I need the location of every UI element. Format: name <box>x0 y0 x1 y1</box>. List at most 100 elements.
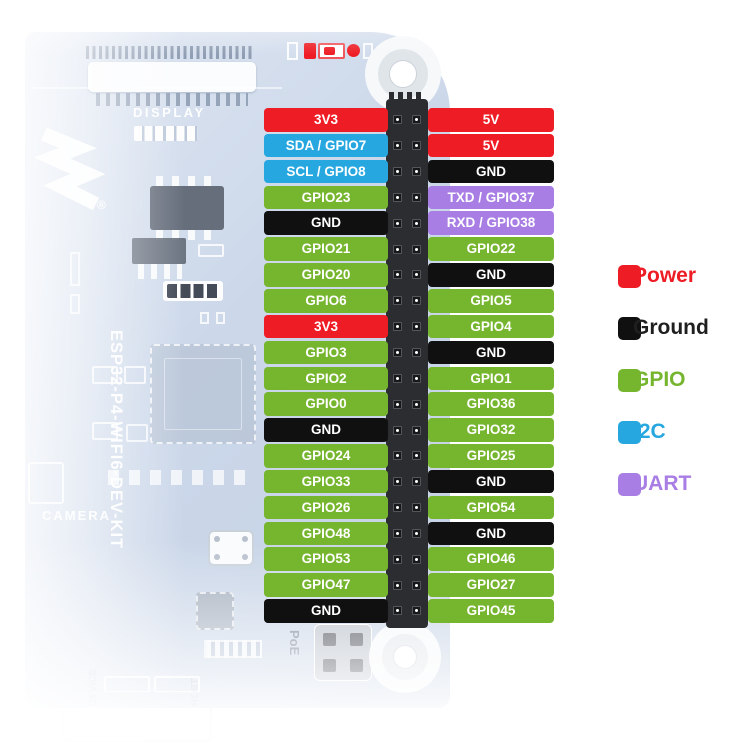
header-pin-row17-b <box>412 528 421 538</box>
header-pin-row4-a <box>393 192 402 202</box>
pin-left-row16-gpio: GPIO26 <box>264 495 388 520</box>
header-pin-row3-b <box>412 167 421 176</box>
pin-left-row15-gpio: GPIO33 <box>264 469 388 494</box>
header-pin-row16-a <box>393 503 402 513</box>
chip-legs <box>156 230 218 240</box>
header-pin-row10-a <box>393 347 402 357</box>
header-pin-row20-b <box>412 606 421 616</box>
pin-left-row12-gpio: GPIO0 <box>264 392 388 416</box>
legend-swatch-power <box>618 264 641 288</box>
pin-right-row14-gpio: GPIO25 <box>428 444 554 468</box>
jumper-pads <box>104 676 150 693</box>
pin-left-row4-gpio: GPIO23 <box>264 185 388 210</box>
header-pin-row15-a <box>393 477 402 487</box>
header-pin-row4-b <box>412 192 421 202</box>
pin-left-row7-gpio: GPIO20 <box>264 263 388 287</box>
solder-pad <box>92 366 118 384</box>
pin-right-row5-uart: RXD / GPIO38 <box>428 211 554 235</box>
pin-left-row9-power: 3V3 <box>264 314 388 339</box>
pin-left-row5-ground: GND <box>264 211 388 235</box>
pin-left-row6-gpio: GPIO21 <box>264 237 388 261</box>
legend-label-i2c: I2C <box>633 420 666 443</box>
regulator-chip <box>132 238 186 264</box>
pin-right-row13-gpio: GPIO32 <box>428 418 554 442</box>
solder-pad <box>126 424 148 442</box>
chip-legs <box>156 176 218 186</box>
camera-connector <box>28 462 64 504</box>
silkscreen-line <box>30 87 282 89</box>
header-pin-row8-a <box>393 296 402 306</box>
switch-pad <box>287 42 298 60</box>
chip-legs <box>138 264 182 279</box>
pin-header-top-pins <box>389 92 425 99</box>
camera-silkscreen-label: CAMERA <box>42 508 112 523</box>
pin-right-row11-gpio: GPIO1 <box>428 366 554 391</box>
header-pin-row16-b <box>412 503 421 513</box>
header-pin-row1-b <box>412 115 421 125</box>
header-pin-row5-b <box>412 218 421 228</box>
pin-left-row1-power: 3V3 <box>264 108 388 132</box>
header-pin-row15-b <box>412 477 421 487</box>
pin-right-row3-ground: GND <box>428 159 554 184</box>
through-hole-pin-row <box>86 46 254 59</box>
solder-pad-row <box>204 640 262 658</box>
header-pin-row13-a <box>393 425 402 435</box>
legend-label-power: Power <box>633 264 697 287</box>
solder-pad <box>70 294 80 314</box>
header-pin-row14-b <box>412 451 421 461</box>
red-component <box>304 43 316 59</box>
header-pin-row5-a <box>393 218 402 228</box>
solder-pad <box>70 252 80 286</box>
pin-left-row8-gpio: GPIO6 <box>264 288 388 313</box>
gpio-pin-header <box>386 99 428 628</box>
pin-left-row18-gpio: GPIO53 <box>264 547 388 572</box>
display-silkscreen-label: DISPLAY <box>133 105 206 120</box>
display-solder-pads <box>134 126 198 141</box>
legend-label-uart: UART <box>633 472 692 495</box>
header-pin-row6-b <box>412 244 421 254</box>
legend-swatch-ground <box>618 316 641 340</box>
pin-left-row19-gpio: GPIO47 <box>264 573 388 597</box>
header-pin-row6-a <box>393 244 402 254</box>
pin-right-row18-gpio: GPIO46 <box>428 547 554 572</box>
solder-pad <box>124 366 146 384</box>
legend-swatch-i2c <box>618 420 641 444</box>
pin-right-row1-power: 5V <box>428 108 554 132</box>
pin-right-row19-gpio: GPIO27 <box>428 573 554 597</box>
header-pin-row9-b <box>412 322 421 332</box>
pin-right-row15-ground: GND <box>428 469 554 494</box>
pin-right-row4-uart: TXD / GPIO37 <box>428 185 554 210</box>
pin-left-row13-ground: GND <box>264 418 388 442</box>
legend-label-gpio: GPIO <box>633 368 686 391</box>
solder-pad <box>92 422 118 440</box>
pin-right-row10-ground: GND <box>428 340 554 365</box>
header-pin-row18-a <box>393 554 402 564</box>
pin-labels-right-column: 5V 5V GND TXD / GPIO37 RXD / GPIO38 GPIO22 GND… <box>428 108 554 638</box>
pin-labels-left-column: 3V3 SDA / GPIO7 SCL / GPIO8 GPIO23 GND GPIO21… <box>264 108 388 638</box>
soic8-chip <box>150 186 224 230</box>
pin-left-row3-i2c: SCL / GPIO8 <box>264 159 388 184</box>
red-led <box>347 44 360 57</box>
capacitor-pad <box>198 244 224 257</box>
solder-pad <box>216 312 225 324</box>
header-pin-row7-b <box>412 270 421 280</box>
header-pin-row10-b <box>412 347 421 357</box>
pin-right-row20-gpio: GPIO45 <box>428 599 554 623</box>
header-pin-row17-a <box>393 528 402 538</box>
legend-swatch-uart <box>618 472 641 496</box>
header-pin-row14-a <box>393 451 402 461</box>
solder-pad-row <box>108 470 248 485</box>
header-pin-row13-b <box>412 425 421 435</box>
pin-left-row14-gpio: GPIO24 <box>264 444 388 468</box>
header-pin-row2-b <box>412 141 421 151</box>
header-pin-row19-a <box>393 580 402 590</box>
qfn-chip <box>196 592 234 630</box>
pin-right-row8-gpio: GPIO5 <box>428 288 554 313</box>
pin-left-row2-i2c: SDA / GPIO7 <box>264 133 388 158</box>
pin-right-row9-gpio: GPIO4 <box>428 314 554 339</box>
crystal-oscillator <box>208 530 254 566</box>
header-pin-row18-b <box>412 554 421 564</box>
pin-right-row7-ground: GND <box>428 263 554 287</box>
esp32-p4-module-die <box>164 358 242 430</box>
